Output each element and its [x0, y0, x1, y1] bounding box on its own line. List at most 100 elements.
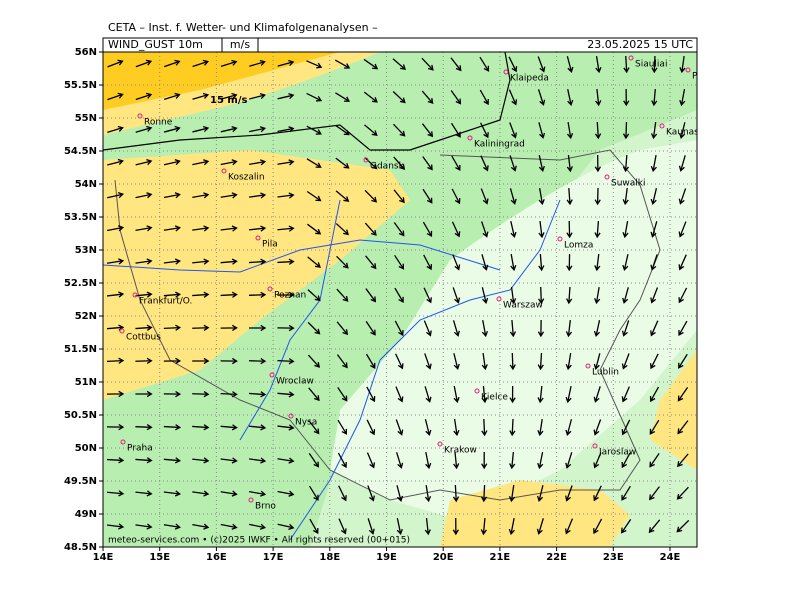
wind-arrow [537, 56, 546, 73]
wind-arrow [163, 225, 181, 232]
lat-label: 54N [75, 179, 97, 190]
wind-arrow [106, 390, 125, 398]
city-marker [467, 135, 473, 141]
wind-arrow [192, 125, 210, 133]
wind-arrow [106, 291, 125, 298]
wind-arrow [594, 287, 601, 305]
wind-arrow [422, 221, 433, 238]
lat-label: 54.5N [64, 146, 97, 157]
wind-arrow [452, 287, 461, 304]
wind-arrow [277, 192, 295, 199]
wind-arrow [364, 189, 378, 203]
lon-label: 17E [263, 552, 284, 563]
wind-arrow [307, 321, 321, 335]
wind-arrow [678, 320, 688, 337]
wind-arrow [565, 286, 573, 305]
wind-arrow [277, 457, 295, 464]
wind-arrow [509, 155, 517, 172]
wind-arrow [537, 418, 544, 437]
wind-arrow [594, 253, 601, 272]
wind-arrow [393, 189, 405, 204]
wind-arrow [479, 56, 490, 72]
wind-arrow [135, 92, 153, 101]
wind-arrow [679, 55, 686, 74]
wind-arrow [565, 386, 572, 404]
wind-arrow [335, 157, 350, 169]
wind-arrow [163, 424, 182, 431]
city-marker [221, 168, 227, 174]
wind-arrow [595, 88, 602, 107]
wind-arrow [337, 452, 347, 469]
city-label: Cottbus [126, 333, 161, 343]
city-marker [474, 388, 480, 394]
wind-arrow [595, 55, 602, 74]
city-label: Kielce [481, 393, 508, 403]
wind-arrow [335, 223, 350, 236]
river-warta [103, 239, 501, 273]
wind-arrow [424, 517, 431, 536]
wind-arrow [163, 457, 182, 464]
wind-arrow [649, 453, 660, 468]
lat-label: 50N [75, 443, 97, 454]
wind-arrow [192, 258, 210, 265]
wind-arrow [509, 385, 516, 404]
wind-arrow [309, 485, 319, 501]
wind-arrow [135, 357, 153, 364]
wind-arrow [650, 320, 659, 337]
wind-arrow [192, 92, 210, 100]
wind-arrow [163, 523, 181, 530]
wind-arrow [538, 286, 545, 305]
wind-arrow [249, 59, 266, 67]
wind-arrow [621, 519, 632, 534]
wind-arrow [220, 126, 238, 133]
wind-arrow [220, 159, 238, 166]
wind-arrow [452, 254, 461, 271]
lat-label: 51N [75, 377, 97, 388]
wind-arrow [508, 89, 518, 106]
wind-arrow [393, 156, 406, 170]
wind-arrow [336, 354, 348, 369]
city-marker [120, 439, 126, 445]
wind-arrow [336, 255, 349, 269]
wind-arrow [538, 188, 545, 206]
wind-arrow [452, 517, 459, 536]
wind-arrow [277, 225, 295, 232]
wind-arrow [106, 423, 125, 431]
wind-arrow [277, 391, 295, 398]
lon-label: 19E [376, 552, 397, 563]
lon-label: 14E [93, 552, 114, 563]
wind-arrow [306, 60, 323, 69]
wind-arrow [678, 188, 687, 205]
wind-arrow [451, 221, 461, 238]
city-label: Ronne [144, 118, 173, 128]
wind-arrow [421, 57, 434, 71]
wind-arrow [396, 485, 404, 502]
wind-arrow [566, 187, 573, 206]
lat-label: 55N [75, 113, 97, 124]
wind-arrow [538, 122, 546, 139]
lat-label: 49N [75, 509, 97, 520]
wind-arrow [649, 353, 659, 370]
wind-arrow [249, 92, 266, 100]
wind-arrow [510, 286, 517, 305]
wind-arrow [277, 258, 295, 265]
wind-arrow [367, 518, 375, 535]
wind-arrow [650, 254, 658, 271]
wind-arrow [508, 484, 516, 503]
wind-arrow [192, 324, 210, 331]
wind-arrow [106, 523, 125, 530]
wind-arrow [622, 187, 629, 206]
wind-arrow [650, 188, 658, 206]
wind-arrow [394, 287, 404, 303]
wind-arrow [481, 418, 488, 437]
city-label: Lomza [564, 241, 593, 251]
wind-arrow [424, 386, 432, 403]
city-label: Pila [262, 240, 278, 250]
wind-arrow [164, 59, 181, 68]
city-marker [503, 69, 509, 75]
wind-arrow [394, 254, 405, 270]
wind-arrow [679, 122, 686, 140]
wind-arrow [621, 485, 631, 501]
lat-label: 52N [75, 311, 97, 322]
